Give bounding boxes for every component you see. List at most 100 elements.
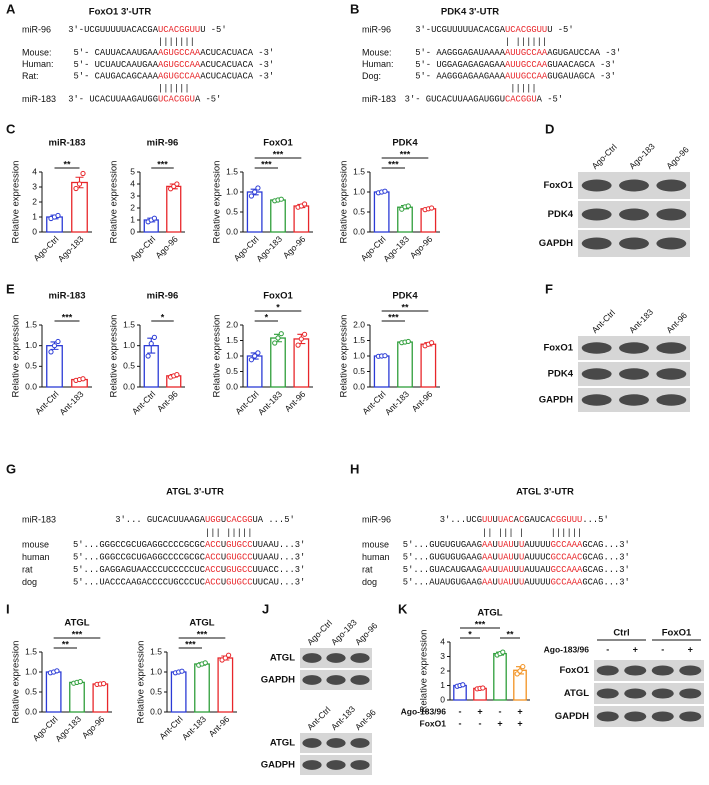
row-label: mouse bbox=[362, 539, 389, 549]
data-point bbox=[429, 340, 435, 346]
band bbox=[326, 738, 346, 748]
y-tick-label: 0.5 bbox=[150, 686, 162, 696]
seed-match: U bbox=[519, 565, 524, 575]
data-point bbox=[248, 193, 254, 199]
row-label: human bbox=[22, 552, 50, 562]
band bbox=[624, 665, 647, 676]
base-pairs: ||||||| bbox=[158, 37, 195, 47]
panel-title: ATGL 3'-UTR bbox=[166, 487, 224, 498]
bar bbox=[373, 355, 390, 388]
data-point bbox=[278, 331, 284, 337]
band bbox=[302, 738, 322, 748]
y-tick-label: 4 bbox=[440, 636, 445, 646]
lane-label: Ago-Ctrl bbox=[590, 142, 619, 171]
panel-letter: I bbox=[6, 601, 10, 616]
row-label: dog bbox=[362, 577, 377, 587]
data-point bbox=[55, 338, 61, 345]
data-point bbox=[405, 203, 411, 209]
data-point bbox=[77, 679, 83, 685]
y-tick-label: 0.5 bbox=[25, 686, 37, 696]
chart-title: miR-96 bbox=[147, 138, 179, 149]
sequence-part: 3'- GUCACUUAAGAUGGU bbox=[405, 95, 505, 105]
y-tick-label: 1 bbox=[130, 214, 135, 224]
panel-letter: A bbox=[6, 1, 16, 16]
chart-title: FoxO1 bbox=[263, 138, 293, 149]
seed-match: ACC bbox=[205, 553, 221, 563]
significance-label: ** bbox=[62, 639, 70, 649]
blot-row-label: GAPDH bbox=[539, 395, 573, 406]
blot-strip bbox=[594, 683, 704, 704]
sequence: 5'...GUACAUGAAGAAUUAUUUAUUAUGCCAAAGCAG..… bbox=[403, 565, 630, 575]
significance-label: ** bbox=[63, 159, 71, 169]
seed-match: UAU bbox=[498, 540, 514, 550]
sequence: 3'-UCGUUUUUACACGAUCACGGUUU -5' bbox=[68, 25, 226, 35]
seed-match: GCCAAA bbox=[551, 540, 583, 550]
y-tick-label: 1.0 bbox=[123, 340, 135, 350]
seed-match: GUGCC bbox=[226, 540, 252, 550]
y-axis-label: Relative expression bbox=[212, 315, 223, 398]
blot-strip bbox=[594, 660, 704, 681]
sequence-part: GUAACAGCA -3' bbox=[547, 60, 616, 70]
data-point bbox=[145, 353, 151, 359]
sequence-part: 5'- CAUGACAGCAAA bbox=[74, 72, 159, 82]
y-axis-label: Relative expression bbox=[109, 315, 120, 398]
band bbox=[619, 237, 649, 250]
sequence-part: U -5' bbox=[200, 25, 226, 35]
y-tick-label: 1.0 bbox=[353, 186, 365, 196]
significance-label: * bbox=[276, 302, 280, 312]
y-tick-label: 3 bbox=[440, 651, 445, 661]
sequence: 5'...GGGCCGCUGAGGCCCCGCGCACCUGUGCCUUAAU.… bbox=[73, 540, 305, 550]
bar bbox=[373, 191, 390, 233]
y-tick-label: 1 bbox=[32, 211, 37, 221]
group-label: Ctrl bbox=[613, 628, 629, 639]
row-label: Mouse: bbox=[362, 48, 392, 58]
seed-match: UGG bbox=[205, 515, 221, 525]
band bbox=[326, 675, 346, 685]
seed-match: AA bbox=[482, 578, 493, 588]
x-tick-label: Ago-96 bbox=[408, 234, 435, 261]
base-pairs: | |||||| bbox=[505, 37, 547, 47]
bar bbox=[493, 652, 507, 701]
data-point bbox=[382, 353, 388, 359]
sequence: 5'...GUGUGUGAAGAAUUAUUUAUUUCGCCAACGCAG..… bbox=[403, 553, 630, 563]
band bbox=[656, 208, 687, 221]
sequence-part: 5'- AAGGGAGAAGAAA bbox=[415, 72, 505, 82]
bar bbox=[170, 671, 187, 713]
seed-match: AGUGCCAA bbox=[158, 72, 201, 82]
x-tick-label: Ago-Ctrl bbox=[31, 234, 60, 263]
data-point bbox=[298, 336, 304, 342]
sequence: 5'...UACCCAAGACCCCUGCCCUCACCUGUGCCUUCAU.… bbox=[73, 578, 305, 588]
chart-title: miR-183 bbox=[49, 138, 86, 149]
data-point bbox=[255, 185, 261, 191]
sequence-part: U -5' bbox=[547, 25, 573, 35]
seed-match: UCACGGU bbox=[158, 95, 195, 105]
y-axis-label: Relative expression bbox=[11, 161, 22, 244]
y-tick-label: 1.5 bbox=[353, 335, 365, 345]
y-axis-label: Relative expression bbox=[11, 641, 22, 724]
sequence: 5'- UCUAUCAAUGAAAGUGCCAAACUCACUACA -3' bbox=[74, 60, 275, 70]
chart-title: FoxO1 bbox=[263, 291, 293, 302]
bar bbox=[194, 663, 210, 713]
seed-match: U bbox=[519, 540, 524, 550]
data-point bbox=[222, 655, 228, 661]
x-tick-label: Ant-Ctrl bbox=[233, 389, 261, 417]
sequence-part: U bbox=[514, 565, 519, 575]
sequence-part: UUCAU...3' bbox=[253, 578, 306, 588]
seed-match: CGGUUU bbox=[551, 515, 583, 525]
data-point bbox=[151, 215, 157, 221]
y-axis-label: Relative expression bbox=[339, 315, 350, 398]
sequence-part: AUUUU bbox=[524, 578, 550, 588]
sequence-part: U bbox=[493, 515, 498, 525]
y-tick-label: 2 bbox=[130, 202, 135, 212]
blot-row-label: FoxO1 bbox=[543, 180, 573, 191]
data-point bbox=[405, 338, 411, 345]
x-tick-label: Ant-Ctrl bbox=[130, 389, 158, 417]
band bbox=[302, 653, 322, 663]
y-tick-label: 1.5 bbox=[150, 646, 162, 656]
sequence: 5'...AUAUGUGAAGAAUUAUUUAUUUUGCCAAAGCAG..… bbox=[403, 578, 630, 588]
sequence-part: AUUUU bbox=[524, 540, 550, 550]
band bbox=[581, 179, 612, 192]
data-point bbox=[76, 181, 83, 187]
y-tick-label: 2.0 bbox=[353, 319, 365, 329]
